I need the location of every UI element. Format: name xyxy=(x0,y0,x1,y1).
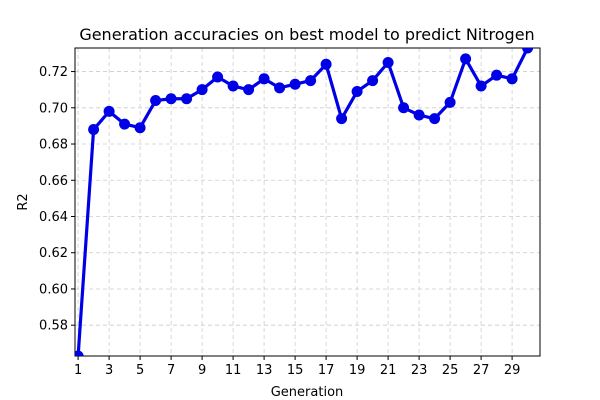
x-tick-label: 5 xyxy=(136,363,144,378)
y-tick-label: 0.64 xyxy=(39,210,68,225)
grid-layer xyxy=(75,48,540,356)
data-point xyxy=(460,53,472,65)
x-tick-label: 7 xyxy=(167,363,175,378)
data-point xyxy=(320,58,332,70)
data-point xyxy=(88,124,100,136)
data-point xyxy=(274,82,286,94)
x-tick-label: 21 xyxy=(380,363,397,378)
data-point xyxy=(367,75,379,87)
data-point xyxy=(506,73,518,85)
data-point xyxy=(243,84,255,96)
data-point xyxy=(336,113,348,125)
data-point xyxy=(305,75,317,87)
x-tick-label: 19 xyxy=(349,363,366,378)
y-tick-label: 0.70 xyxy=(39,101,68,116)
x-tick-label: 17 xyxy=(318,363,335,378)
data-point xyxy=(475,80,487,92)
x-axis-label: Generation xyxy=(271,385,344,400)
data-point xyxy=(289,78,301,90)
x-tick-label: 9 xyxy=(198,363,206,378)
data-point xyxy=(413,109,425,121)
data-point xyxy=(522,48,534,54)
data-point xyxy=(227,80,239,92)
ticks-layer: 1 3 5 7 9 11 13 15 17 19 21 23 25 27 290.580.600.620.6… xyxy=(39,65,520,378)
x-tick-label: 11 xyxy=(225,363,242,378)
y-tick-label: 0.60 xyxy=(39,282,68,297)
x-tick-label: 13 xyxy=(256,363,273,378)
data-point xyxy=(150,95,162,107)
data-point xyxy=(351,85,363,97)
x-tick-label: 3 xyxy=(105,363,113,378)
data-point xyxy=(134,122,146,134)
y-tick-label: 0.72 xyxy=(39,65,68,80)
series-group xyxy=(75,48,534,356)
series-layer xyxy=(75,48,534,356)
x-tick-label: 23 xyxy=(411,363,428,378)
data-point xyxy=(103,105,115,117)
y-tick-label: 0.58 xyxy=(39,319,68,334)
x-tick-label: 1 xyxy=(74,363,82,378)
data-point xyxy=(75,350,84,356)
y-tick-label: 0.68 xyxy=(39,138,68,153)
data-point xyxy=(165,93,177,105)
y-tick-label: 0.62 xyxy=(39,246,68,261)
chart-title: Generation accuracies on best model to p… xyxy=(79,25,534,44)
x-tick-label: 25 xyxy=(442,363,459,378)
data-point xyxy=(444,96,456,108)
data-point xyxy=(491,69,503,81)
data-point xyxy=(258,73,270,85)
x-tick-label: 29 xyxy=(504,363,521,378)
data-point xyxy=(119,118,131,130)
x-tick-label: 27 xyxy=(473,363,490,378)
data-point xyxy=(196,84,208,96)
data-point xyxy=(212,71,224,83)
data-point xyxy=(382,56,394,68)
plot-frame xyxy=(74,47,541,357)
series-line xyxy=(76,48,530,356)
y-tick-label: 0.66 xyxy=(39,174,68,189)
y-axis-label: R2 xyxy=(16,193,31,210)
x-tick-label: 15 xyxy=(287,363,304,378)
data-point xyxy=(181,93,193,105)
data-point xyxy=(429,113,441,125)
data-point xyxy=(398,102,410,114)
